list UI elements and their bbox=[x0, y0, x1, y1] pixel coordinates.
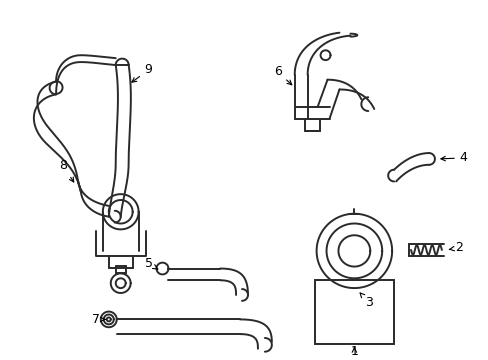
Text: 2: 2 bbox=[448, 242, 462, 255]
Bar bbox=[314, 280, 393, 344]
Text: 7: 7 bbox=[92, 313, 105, 326]
Text: 6: 6 bbox=[273, 66, 291, 85]
Text: 5: 5 bbox=[144, 257, 158, 270]
Text: 1: 1 bbox=[350, 345, 358, 358]
Text: 8: 8 bbox=[59, 159, 74, 182]
Text: 9: 9 bbox=[132, 63, 152, 82]
Text: 3: 3 bbox=[359, 293, 372, 309]
Text: 4: 4 bbox=[440, 152, 467, 165]
